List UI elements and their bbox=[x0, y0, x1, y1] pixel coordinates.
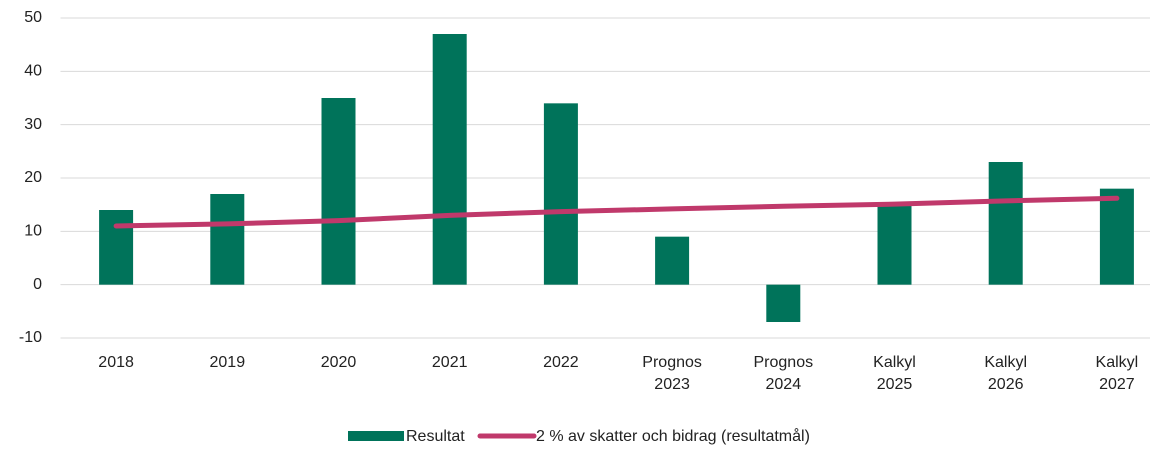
bar bbox=[1099, 188, 1134, 285]
y-tick-label: 20 bbox=[24, 169, 42, 186]
y-tick-label: 0 bbox=[33, 276, 42, 293]
y-tick-label: 40 bbox=[24, 63, 42, 80]
bar bbox=[655, 236, 690, 285]
x-tick-label: 2021 bbox=[432, 354, 468, 371]
x-tick-label: 2019 bbox=[210, 354, 246, 371]
bar bbox=[766, 284, 801, 322]
y-tick-label: 10 bbox=[24, 223, 42, 240]
bar bbox=[543, 103, 578, 285]
x-tick-label: 2022 bbox=[543, 354, 579, 371]
bar bbox=[432, 34, 467, 285]
y-tick-label: 50 bbox=[24, 9, 42, 26]
bar bbox=[210, 194, 245, 285]
legend-label: 2 % av skatter och bidrag (resultatmål) bbox=[536, 427, 810, 445]
x-tick-label: Kalkyl 2026 bbox=[984, 354, 1027, 393]
y-tick-label: 30 bbox=[24, 116, 42, 133]
x-tick-label: 2020 bbox=[321, 354, 357, 371]
line bbox=[113, 195, 1120, 229]
bar bbox=[321, 98, 356, 285]
y-tick-label: -10 bbox=[19, 329, 42, 346]
x-tick-label: Prognos 2024 bbox=[754, 354, 814, 393]
legend-swatch bbox=[348, 431, 404, 441]
bar bbox=[99, 210, 134, 285]
x-tick-label: Kalkyl 2025 bbox=[873, 354, 916, 393]
bar bbox=[877, 204, 912, 285]
legend-label: Resultat bbox=[406, 428, 465, 445]
x-tick-label: Prognos 2023 bbox=[642, 354, 702, 393]
bar bbox=[988, 162, 1023, 285]
x-tick-label: Kalkyl 2027 bbox=[1096, 354, 1139, 393]
x-tick-label: 2018 bbox=[98, 354, 134, 371]
